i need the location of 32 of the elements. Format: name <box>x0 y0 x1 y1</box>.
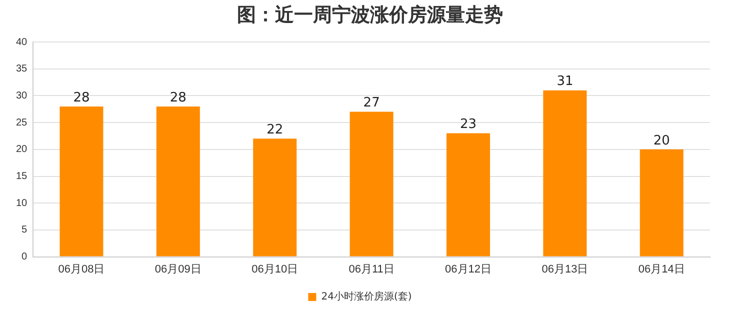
y-tick-label: 15 <box>16 171 28 182</box>
data-label: 23 <box>460 117 477 132</box>
y-tick-label: 30 <box>16 90 28 102</box>
data-label: 22 <box>266 122 284 138</box>
x-tick-label: 06月10日 <box>252 263 298 276</box>
data-label: 20 <box>653 133 670 148</box>
data-label: 28 <box>73 90 90 106</box>
bar <box>543 90 587 256</box>
y-tick-label: 5 <box>22 224 28 236</box>
bar <box>446 133 490 256</box>
y-tick-label: 35 <box>16 64 28 75</box>
y-tick-label: 40 <box>16 36 28 48</box>
bar <box>156 106 200 256</box>
y-tick-label: 0 <box>22 252 28 263</box>
chart-title: 图：近一周宁波涨价房源量走势 <box>236 3 504 28</box>
x-tick-label: 06月13日 <box>542 263 588 276</box>
data-label: 27 <box>363 96 380 111</box>
x-tick-label: 06月14日 <box>638 263 685 276</box>
bar <box>350 112 394 256</box>
x-tick-label: 06月08日 <box>58 263 105 276</box>
data-label: 28 <box>170 90 186 106</box>
x-tick-label: 06月09日 <box>154 263 202 276</box>
x-tick-label: 06月11日 <box>348 263 394 276</box>
y-tick-label: 25 <box>16 117 28 128</box>
bar <box>640 149 684 256</box>
y-tick-label: 20 <box>16 144 28 156</box>
x-tick-label: 06月12日 <box>445 263 492 276</box>
bar <box>253 138 297 256</box>
y-tick-label: 10 <box>16 198 28 209</box>
legend-label: 24小时涨价房源(套) <box>321 290 412 303</box>
bar <box>60 106 104 256</box>
data-label: 31 <box>556 74 574 90</box>
